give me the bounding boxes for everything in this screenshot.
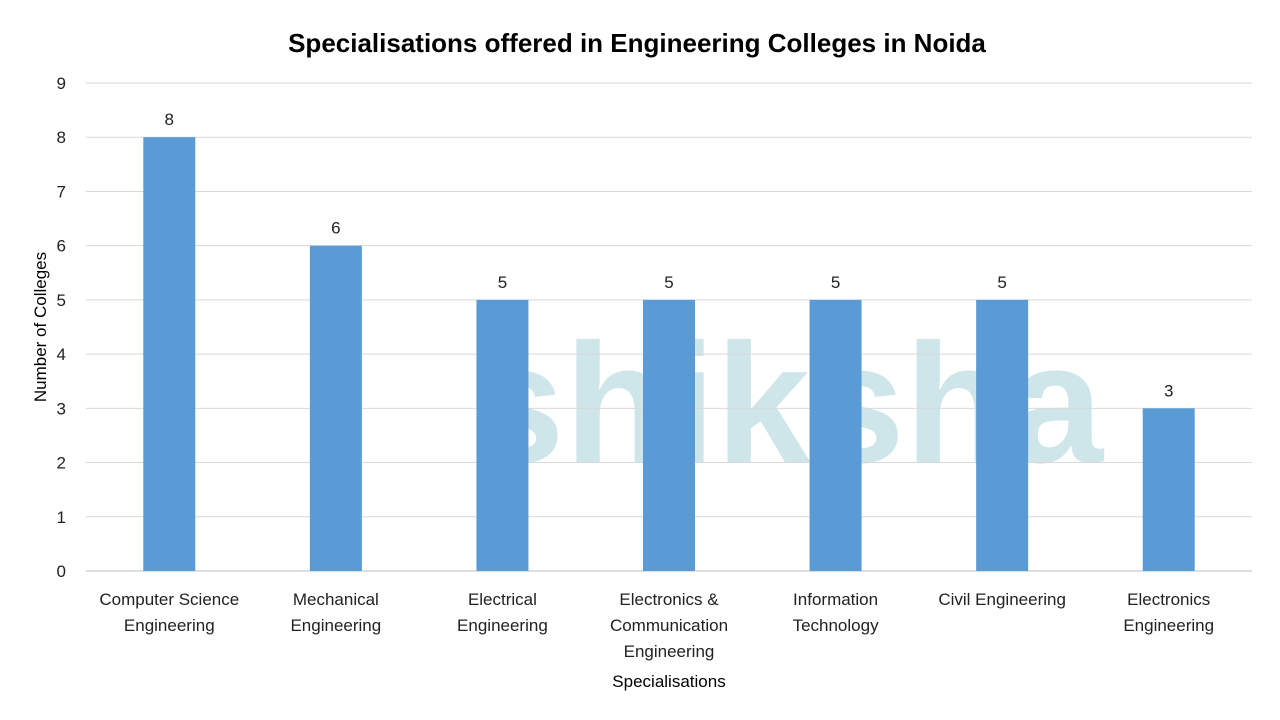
y-tick-label: 0 [57,562,66,581]
x-tick-label: Electronics & Communication Engineering [610,590,728,661]
y-tick-label: 7 [57,182,66,201]
bar [309,245,362,571]
bar [809,299,862,571]
x-tick-label: Computer Science Engineering [99,590,239,635]
data-label: 5 [997,273,1006,292]
y-tick-label: 9 [57,74,66,93]
x-tick-label: Mechanical Engineering [290,590,381,635]
bar [643,299,695,571]
y-tick-label: 3 [57,399,66,418]
bar [476,299,529,571]
data-label: 3 [1164,381,1173,400]
x-tick-label: Information Technology [793,590,880,635]
data-label: 5 [664,273,673,292]
y-tick-label: 2 [57,454,66,473]
data-label: 5 [831,273,840,292]
data-label: 5 [498,273,507,292]
y-axis-label: Number of Colleges [31,252,50,402]
y-tick-label: 8 [57,128,66,147]
bar [143,137,196,571]
x-tick-label: Electrical Engineering [457,590,548,635]
x-tick-label: Civil Engineering [938,590,1066,609]
data-label: 6 [331,219,340,238]
y-tick-label: 4 [57,345,66,364]
data-label: 8 [165,110,174,129]
y-tick-label: 1 [57,508,66,527]
x-tick-label: Electronics Engineering [1123,590,1214,635]
x-axis-label: Specialisations [612,672,725,691]
y-tick-label: 5 [57,291,66,310]
bar [1142,408,1195,571]
bar [976,299,1029,571]
y-tick-label: 6 [57,237,66,256]
chart-title: Specialisations offered in Engineering C… [288,28,986,58]
